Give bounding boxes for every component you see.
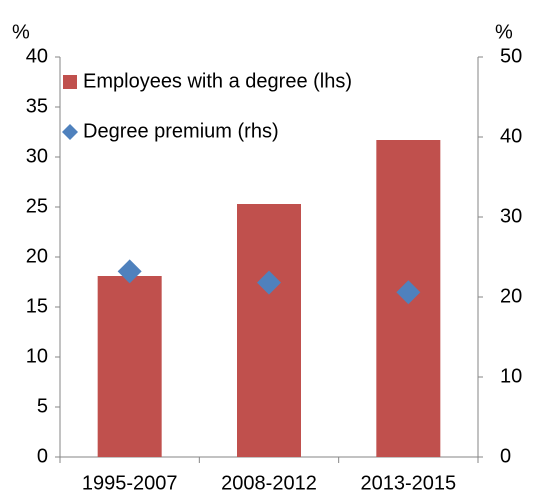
y2-tick-label: 50 [500, 45, 522, 67]
y-tick-label: 30 [26, 145, 48, 167]
marker [257, 270, 281, 295]
y-tick-label: 40 [26, 45, 48, 67]
y-tick-label: 15 [26, 295, 48, 317]
y-tick-label: 5 [37, 395, 48, 417]
y2-tick-label: 20 [500, 285, 522, 307]
y2-tick-label: 40 [500, 125, 522, 147]
y2-tick-label: 30 [500, 205, 522, 227]
y-tick-label: 25 [26, 195, 48, 217]
y-axis-label: % [12, 21, 30, 43]
x-tick-label: 2013-2015 [361, 472, 457, 494]
y-tick-label: 0 [37, 445, 48, 467]
y2-axis-label: % [495, 21, 513, 43]
marker [396, 280, 421, 305]
y2-tick-label: 0 [500, 445, 511, 467]
y-tick-label: 20 [26, 245, 48, 267]
y2-tick-label: 10 [500, 365, 522, 387]
legend-swatch [63, 75, 77, 89]
y-tick-label: 10 [26, 345, 48, 367]
legend-swatch [62, 124, 78, 140]
marker [117, 259, 142, 284]
legend-label: Employees with a degree (lhs) [83, 70, 352, 92]
bar [97, 276, 162, 457]
legend-label: Degree premium (rhs) [83, 120, 279, 142]
x-tick-label: 2008-2012 [221, 472, 317, 494]
bar [237, 204, 301, 457]
y-tick-label: 35 [26, 95, 48, 117]
x-tick-label: 1995-2007 [82, 472, 178, 494]
